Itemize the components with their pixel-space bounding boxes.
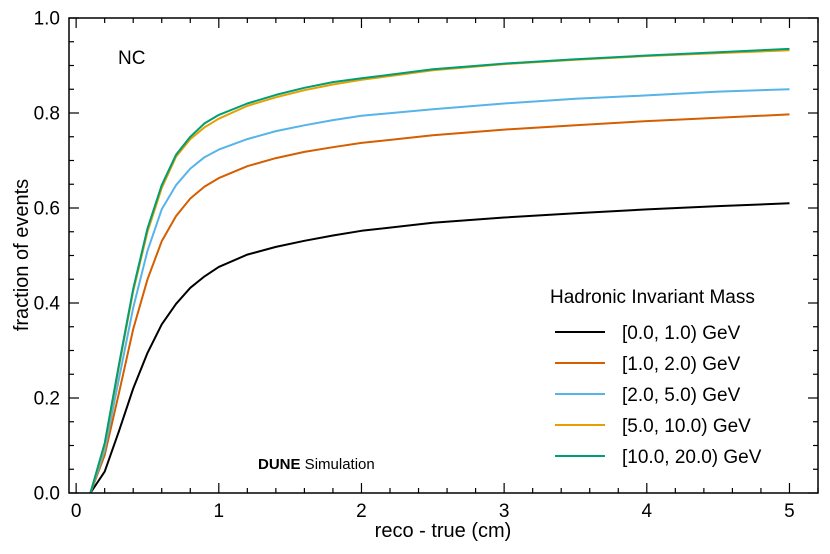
legend-label-2: [2.0, 5.0) GeV — [622, 385, 741, 406]
x-tick-label: 3 — [499, 501, 510, 522]
series-layer — [89, 47, 790, 494]
legend-label-0: [0.0, 1.0) GeV — [622, 323, 741, 344]
series-line-2 — [89, 88, 790, 494]
legend: Hadronic Invariant Mass [0.0, 1.0) GeV [1… — [550, 287, 762, 468]
x-tick-label: 4 — [642, 501, 653, 522]
legend-label-3: [5.0, 10.0) GeV — [622, 416, 751, 437]
x-tick-label: 5 — [784, 501, 795, 522]
y-tick-label: 0.2 — [34, 389, 60, 410]
y-tick-label: 0.6 — [34, 199, 60, 220]
y-tick-label: 1.0 — [34, 9, 60, 30]
x-axis-title: reco - true (cm) — [375, 520, 512, 542]
series-line-4 — [89, 47, 790, 494]
legend-title: Hadronic Invariant Mass — [550, 287, 755, 308]
x-tick-label: 0 — [71, 501, 82, 522]
dune-simulation-label: DUNE Simulation — [258, 456, 375, 473]
legend-label-4: [10.0, 20.0) GeV — [622, 447, 762, 468]
ticks-layer: 0 1 2 3 4 5 0.0 0.2 0.4 0.6 0.8 1.0 — [34, 9, 819, 522]
simulation-label: Simulation — [301, 456, 375, 473]
y-tick-label: 0.4 — [34, 294, 61, 315]
series-line-1 — [89, 113, 790, 494]
y-tick-label: 0.0 — [34, 484, 60, 505]
y-axis-title: fraction of events — [11, 179, 33, 331]
x-tick-label: 2 — [356, 501, 367, 522]
y-tick-label: 0.8 — [34, 104, 60, 125]
legend-label-1: [1.0, 2.0) GeV — [622, 354, 741, 375]
dune-label: DUNE — [258, 456, 301, 473]
nc-annotation: NC — [118, 48, 145, 69]
series-line-0 — [89, 202, 790, 494]
x-tick-label: 1 — [214, 501, 225, 522]
